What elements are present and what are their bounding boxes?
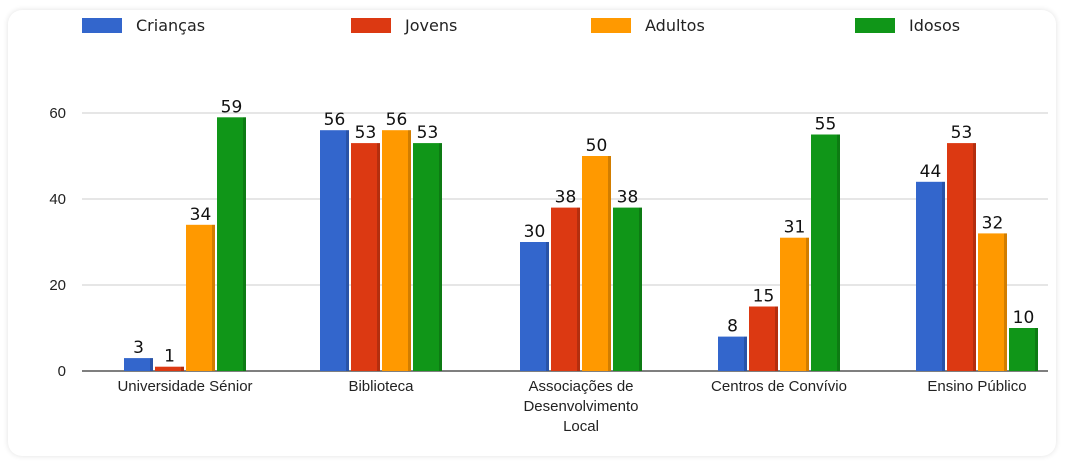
data-label: 30: [524, 222, 546, 242]
legend-swatch-criancas: [82, 17, 122, 33]
bar: [351, 143, 380, 371]
data-label: 38: [555, 188, 577, 208]
bar-shade: [181, 366, 184, 371]
bar-shade: [212, 224, 215, 371]
bar: [155, 366, 184, 371]
bar-shade: [408, 130, 411, 371]
bar: [811, 134, 840, 371]
bar-shade: [546, 242, 549, 371]
data-label: 31: [784, 218, 806, 238]
x-tick-label: Local: [563, 418, 599, 435]
bar: [186, 224, 215, 371]
data-label: 53: [355, 123, 377, 143]
data-label: 44: [920, 162, 942, 182]
legend-swatch-jovens: [351, 17, 391, 33]
bar: [520, 242, 549, 371]
bar-shade: [1035, 328, 1038, 371]
x-tick-label: Desenvolvimento: [523, 398, 638, 415]
bar-shade: [377, 143, 380, 371]
bar: [947, 143, 976, 371]
bar-shade: [439, 143, 442, 371]
data-label: 8: [727, 317, 738, 337]
bar: [124, 358, 153, 371]
bar-shade: [608, 156, 611, 371]
data-label: 53: [417, 123, 439, 143]
bar: [382, 130, 411, 371]
bar-shade: [346, 130, 349, 371]
bar: [320, 130, 349, 371]
bar-shade: [744, 336, 747, 371]
legend-label-jovens: Jovens: [405, 15, 458, 35]
bar-shade: [1004, 233, 1007, 371]
bar-shade: [973, 143, 976, 371]
x-tick-label: Centros de Convívio: [711, 378, 847, 395]
data-label: 32: [982, 213, 1004, 233]
bar-shade: [942, 181, 945, 371]
y-tick-label: 60: [49, 105, 66, 122]
bar-shade: [806, 237, 809, 371]
legend-item-criancas: Crianças: [82, 14, 205, 36]
bar: [582, 156, 611, 371]
bar: [613, 207, 642, 371]
bar-shade: [243, 117, 246, 371]
data-label: 3: [133, 338, 144, 358]
x-tick-label: Ensino Público: [927, 378, 1026, 395]
legend-item-adultos: Adultos: [591, 14, 705, 36]
legend-item-idosos: Idosos: [855, 14, 960, 36]
data-label: 56: [386, 110, 408, 130]
bar: [916, 181, 945, 371]
bar-shade: [639, 207, 642, 371]
chart-panel: [8, 10, 1056, 456]
bar: [978, 233, 1007, 371]
bar: [551, 207, 580, 371]
data-label: 15: [753, 287, 775, 307]
bar-shade: [837, 134, 840, 371]
bar: [413, 143, 442, 371]
legend-swatch-adultos: [591, 17, 631, 33]
data-label: 50: [586, 136, 608, 156]
data-label: 56: [324, 110, 346, 130]
data-label: 34: [190, 205, 212, 225]
y-tick-label: 0: [58, 363, 66, 380]
bar: [1009, 328, 1038, 371]
legend-label-criancas: Crianças: [136, 15, 206, 35]
bar: [749, 306, 778, 371]
legend-swatch-idosos: [855, 17, 895, 33]
bar: [718, 336, 747, 371]
legend-item-jovens: Jovens: [351, 14, 457, 36]
y-tick-label: 20: [49, 277, 66, 294]
data-label: 59: [221, 97, 243, 117]
data-label: 53: [951, 123, 973, 143]
x-tick-label: Biblioteca: [348, 378, 414, 395]
bar-shade: [150, 358, 153, 371]
bar-shade: [775, 306, 778, 371]
bar: [217, 117, 246, 371]
data-label: 1: [164, 347, 175, 367]
y-tick-label: 40: [49, 191, 66, 208]
legend-label-adultos: Adultos: [645, 15, 705, 35]
data-label: 10: [1013, 308, 1035, 328]
x-tick-label: Universidade Sénior: [117, 378, 252, 395]
legend-label-idosos: Idosos: [909, 15, 961, 35]
bar-shade: [577, 207, 580, 371]
data-label: 38: [617, 188, 639, 208]
x-tick-label: Associações de: [528, 378, 633, 395]
bar: [780, 237, 809, 371]
chart-legend: Crianças Jovens Adultos Idosos: [0, 0, 1065, 50]
data-label: 55: [815, 115, 837, 135]
